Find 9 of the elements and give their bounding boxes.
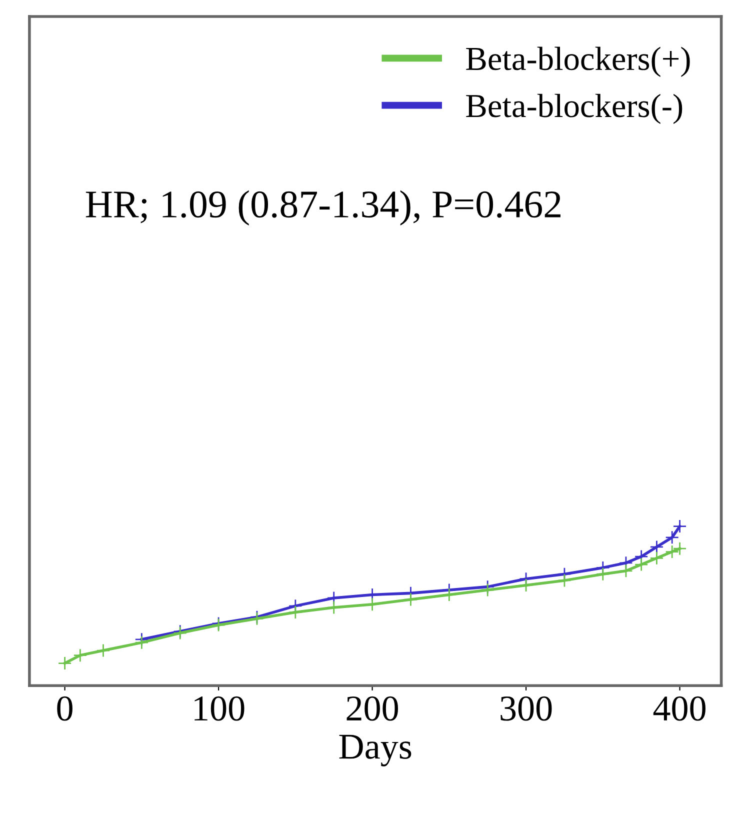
x-tick-label: 200	[346, 696, 398, 721]
text: HR; 1.09 (0.87-1.34), P=0.462	[86, 190, 560, 226]
x-tick-label: 0	[57, 696, 72, 721]
legend-label: Beta-blockers(+)	[466, 46, 690, 77]
x-tick-label: 100	[194, 696, 244, 721]
x-tick-label: 400	[653, 696, 706, 721]
x-tick-label: 300	[500, 696, 552, 721]
x-axis-title: Days	[339, 734, 412, 766]
legend-label: Beta-blockers(-)	[466, 94, 682, 124]
